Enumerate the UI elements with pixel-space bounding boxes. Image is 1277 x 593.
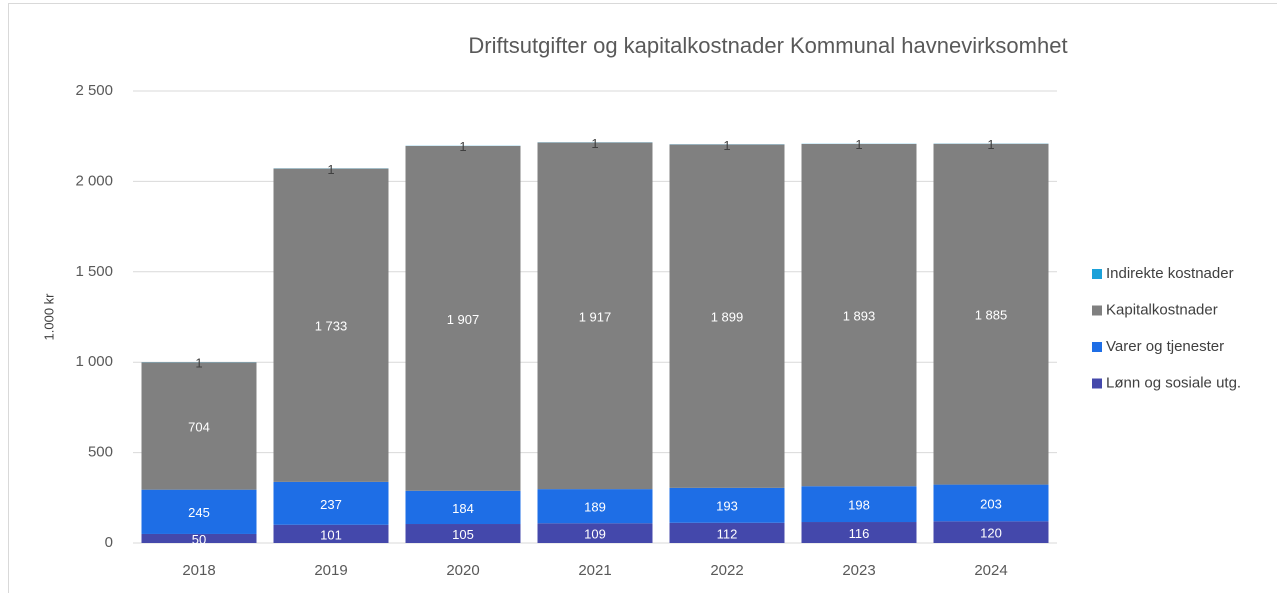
chart-border <box>8 3 1277 593</box>
x-tick-label: 2020 <box>446 562 479 579</box>
data-label: 184 <box>452 501 474 516</box>
y-tick-label: 0 <box>105 534 113 551</box>
legend-swatch <box>1092 378 1102 389</box>
bar-segment <box>273 524 389 543</box>
x-tick-label: 2019 <box>314 562 347 579</box>
bar-segment <box>801 522 917 543</box>
data-label: 193 <box>716 499 738 514</box>
bar-segment <box>669 144 785 488</box>
data-label: 1 885 <box>975 308 1008 323</box>
legend-label: Lønn og sosiale utg. <box>1106 374 1241 391</box>
bar-segment <box>537 142 653 490</box>
data-label: 203 <box>980 496 1002 511</box>
y-tick-label: 500 <box>88 444 113 461</box>
bar-segment <box>405 145 521 491</box>
bar-segment <box>141 489 257 534</box>
bar-segment <box>405 490 521 525</box>
data-label: 1 917 <box>579 309 612 324</box>
data-label: 704 <box>188 419 210 434</box>
x-tick-label: 2022 <box>710 562 743 579</box>
x-tick-label: 2021 <box>578 562 611 579</box>
x-tick-label: 2018 <box>182 562 215 579</box>
data-label: 1 <box>723 138 730 153</box>
data-label: 237 <box>320 497 342 512</box>
data-label: 1 907 <box>447 312 480 327</box>
legend-swatch <box>1092 342 1102 352</box>
bar-segment <box>141 533 257 543</box>
y-tick-label: 2 500 <box>75 82 113 99</box>
bar-segment <box>141 362 257 490</box>
bar-segment <box>273 168 389 482</box>
data-label: 1 <box>591 136 598 151</box>
data-label: 105 <box>452 527 474 542</box>
data-label: 101 <box>320 527 342 542</box>
bar-segment <box>273 481 389 525</box>
bar-segment <box>669 487 785 523</box>
chart-title: Driftsutgifter og kapitalkostnader Kommu… <box>468 33 1067 58</box>
data-label: 116 <box>849 526 870 541</box>
y-tick-label: 2 000 <box>75 172 113 189</box>
bar-segment <box>669 522 785 543</box>
bar-segment <box>405 524 521 543</box>
bar-segment <box>933 484 1049 522</box>
data-label: 189 <box>584 500 606 515</box>
x-tick-label: 2024 <box>974 562 1007 579</box>
data-label: 1 <box>855 137 862 152</box>
data-label: 120 <box>980 526 1002 541</box>
data-label: 50 <box>192 532 206 547</box>
data-label: 1 <box>195 356 202 371</box>
bar-segment <box>933 521 1049 543</box>
legend-label: Varer og tjenester <box>1106 338 1224 355</box>
bar-segment <box>933 143 1049 485</box>
legend-label: Indirekte kostnader <box>1106 265 1234 282</box>
data-label: 198 <box>848 498 870 513</box>
data-label: 1 899 <box>711 310 744 325</box>
y-tick-label: 1 500 <box>75 263 113 280</box>
data-label: 1 <box>987 137 994 152</box>
data-label: 1 733 <box>315 319 348 334</box>
bar-segment <box>537 523 653 543</box>
data-label: 109 <box>584 527 606 542</box>
data-label: 1 <box>327 162 334 177</box>
bar-segment <box>537 489 653 524</box>
data-label: 1 <box>459 139 466 154</box>
data-label: 112 <box>717 526 738 541</box>
legend-swatch <box>1092 305 1102 316</box>
bar-segment <box>801 486 917 523</box>
legend-label: Kapitalkostnader <box>1106 301 1218 318</box>
y-axis-label: 1.000 kr <box>41 293 56 341</box>
data-label: 245 <box>188 505 210 520</box>
bar-segment <box>801 143 917 487</box>
data-label: 1 893 <box>843 309 876 324</box>
x-tick-label: 2023 <box>842 562 875 579</box>
legend-swatch <box>1092 269 1102 279</box>
y-tick-label: 1 000 <box>75 353 113 370</box>
